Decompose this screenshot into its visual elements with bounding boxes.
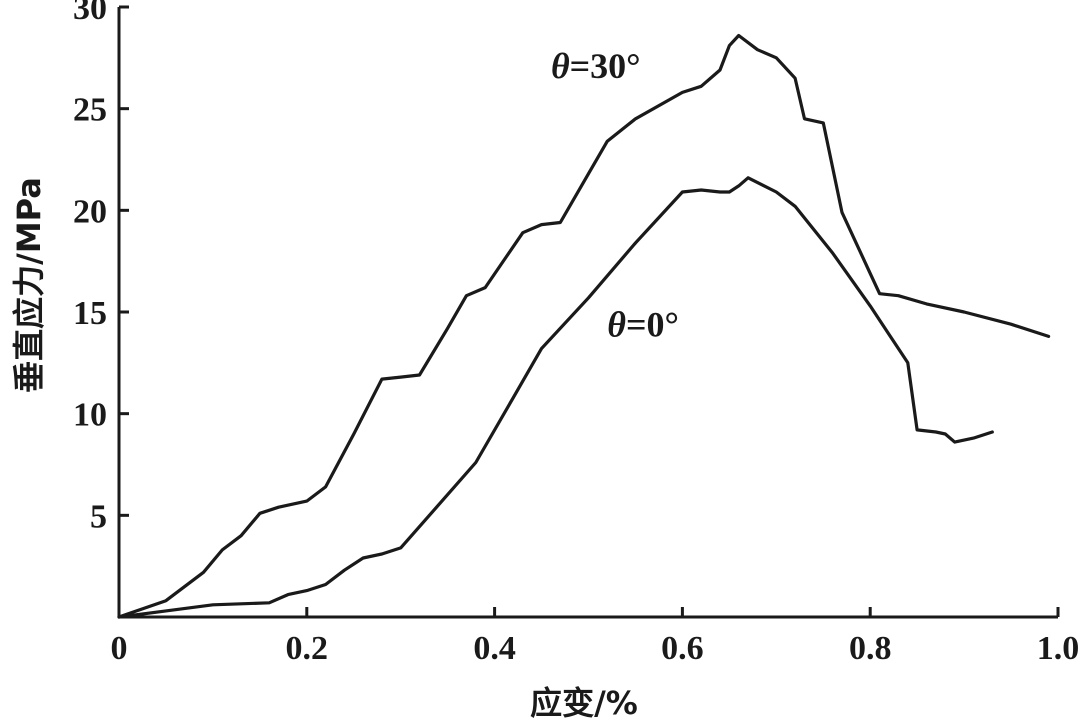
x-tick-label: 0.6 — [661, 630, 704, 667]
y-tick-label: 30 — [73, 0, 107, 27]
series-label-value: =0° — [626, 304, 679, 344]
x-ticks: 0 0.2 0.4 0.6 0.8 1.0 — [111, 607, 1080, 667]
x-tick-label: 0.8 — [849, 630, 892, 667]
series-label-theta-30: θ=30° — [551, 46, 641, 86]
theta-symbol: θ — [551, 46, 570, 86]
y-ticks: 5 10 15 20 25 30 — [73, 0, 129, 535]
series-label-theta-0: θ=0° — [607, 304, 679, 344]
y-axis-title: 垂直应力/MPa — [10, 177, 48, 393]
x-tick-label: 0 — [111, 630, 128, 667]
y-tick-label: 20 — [73, 193, 107, 230]
x-tick-label: 0.4 — [473, 630, 516, 667]
series-lines — [117, 33, 1051, 619]
theta-symbol: θ — [607, 304, 626, 344]
x-tick-label: 0.2 — [286, 630, 329, 667]
series-line-theta-0 — [117, 176, 994, 619]
x-tick-label: 1.0 — [1037, 630, 1080, 667]
x-axis-title: 应变/% — [530, 684, 638, 722]
axes — [117, 7, 1058, 619]
series-line-theta-30 — [117, 33, 1051, 619]
y-tick-label: 5 — [90, 498, 107, 535]
y-tick-label: 25 — [73, 92, 107, 129]
series-label-value: =30° — [570, 46, 641, 86]
series-labels: θ=30°θ=0° — [551, 46, 679, 344]
y-tick-label: 10 — [73, 397, 107, 434]
y-tick-label: 15 — [73, 295, 107, 332]
